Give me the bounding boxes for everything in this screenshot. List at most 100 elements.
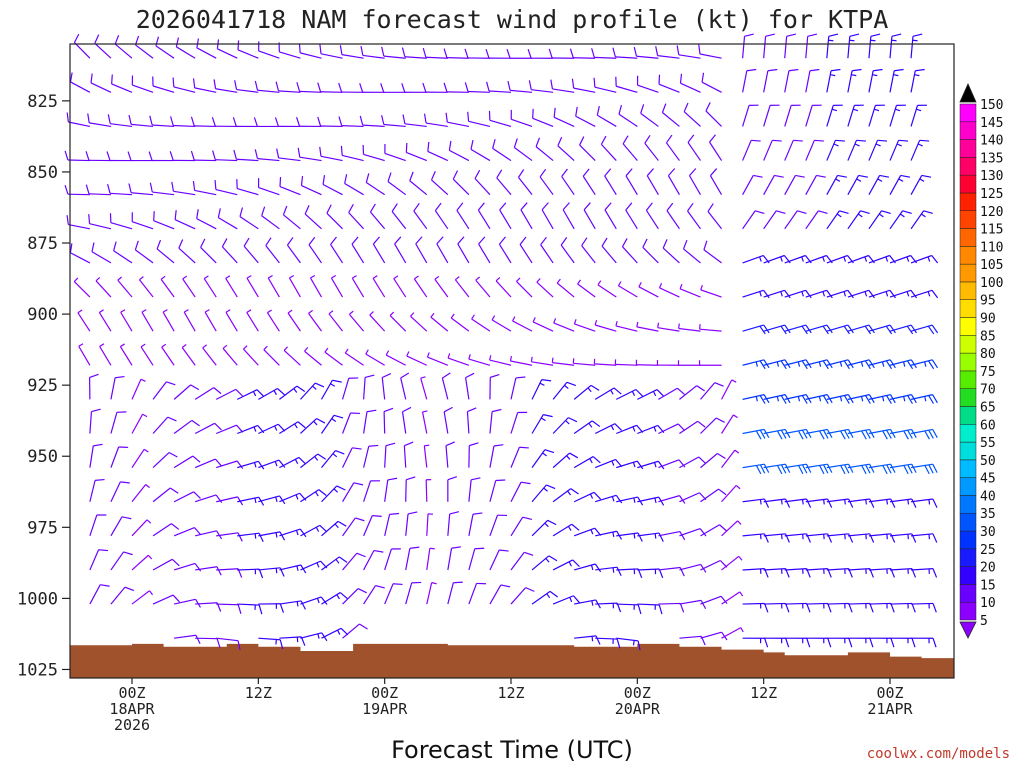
wind-barb-half bbox=[254, 497, 257, 504]
wind-barb-flag bbox=[522, 516, 533, 521]
wind-barb bbox=[110, 192, 133, 196]
wind-barb-half bbox=[243, 345, 248, 350]
wind-barb-half bbox=[658, 283, 663, 289]
wind-barb-half bbox=[906, 291, 910, 297]
wind-barb bbox=[409, 180, 428, 196]
wind-barb-half bbox=[313, 420, 318, 426]
wind-barb-flag bbox=[549, 590, 559, 598]
wind-barb-flag bbox=[298, 43, 301, 53]
wind-barb-flag bbox=[355, 517, 365, 522]
wind-barb bbox=[868, 210, 883, 230]
wind-barb-half bbox=[872, 74, 878, 77]
wind-barb bbox=[889, 140, 900, 161]
wind-barb-flag bbox=[256, 389, 265, 397]
wind-barb-flag bbox=[615, 494, 623, 504]
wind-barb-flag bbox=[257, 460, 265, 470]
wind-barb bbox=[222, 348, 238, 366]
wind-barb-flag bbox=[360, 46, 364, 56]
wind-barb bbox=[763, 210, 777, 230]
wind-barb bbox=[135, 249, 154, 264]
wind-barb bbox=[427, 356, 449, 366]
wind-barb-flag bbox=[499, 549, 509, 552]
wind-barb bbox=[721, 520, 739, 537]
wind-barb-flag bbox=[751, 139, 761, 142]
wind-barb bbox=[381, 377, 386, 400]
wind-barb-flag bbox=[547, 519, 557, 526]
wind-barb-half bbox=[860, 361, 864, 367]
wind-barb bbox=[700, 559, 721, 571]
wind-barb-flag bbox=[406, 476, 416, 481]
wind-barb-flag bbox=[806, 603, 811, 613]
wind-barb-half bbox=[919, 178, 925, 182]
wind-barb bbox=[394, 243, 407, 264]
wind-barb bbox=[868, 175, 881, 195]
wind-barb-half bbox=[143, 448, 149, 453]
wind-barb bbox=[320, 155, 343, 162]
wind-barb-flag bbox=[805, 359, 812, 369]
wind-barb-half bbox=[140, 378, 146, 382]
wind-barb bbox=[594, 86, 617, 93]
wind-barb-flag bbox=[797, 210, 807, 215]
wind-barb-flag bbox=[436, 236, 444, 245]
wind-barb-half bbox=[564, 384, 569, 389]
wind-barb bbox=[868, 36, 872, 59]
wind-barb-flag bbox=[927, 325, 935, 335]
wind-barb bbox=[594, 363, 617, 366]
wind-barb-flag bbox=[93, 443, 103, 447]
wind-barb bbox=[594, 324, 617, 332]
wind-barb-flag bbox=[932, 533, 938, 543]
wind-barb-half bbox=[653, 462, 657, 468]
wind-barb bbox=[826, 36, 830, 59]
y-tick-label: 825 bbox=[27, 92, 58, 112]
wind-barb-flag bbox=[885, 360, 893, 370]
wind-barb-flag bbox=[906, 325, 914, 335]
wind-barb-flag bbox=[612, 47, 616, 58]
wind-barb bbox=[604, 175, 617, 195]
wind-barb bbox=[152, 85, 175, 93]
wind-barb bbox=[868, 533, 891, 537]
wind-barb-flag bbox=[356, 552, 366, 558]
wind-barb bbox=[910, 105, 919, 127]
wind-barb-flag bbox=[919, 139, 930, 142]
wind-barb bbox=[225, 311, 238, 332]
wind-barb-flag bbox=[88, 214, 91, 224]
wind-barb-flag bbox=[128, 183, 132, 193]
wind-barb bbox=[221, 246, 238, 264]
wind-barb-half bbox=[393, 275, 399, 280]
wind-barb-flag bbox=[780, 464, 787, 474]
wind-barb-flag bbox=[87, 113, 90, 123]
wind-barb bbox=[217, 48, 238, 59]
wind-barb bbox=[363, 411, 368, 434]
wind-barb bbox=[215, 424, 237, 435]
wind-barb-flag bbox=[910, 324, 918, 334]
wind-barb-flag bbox=[931, 359, 939, 369]
y-tick-label: 1000 bbox=[17, 589, 58, 609]
wind-barb-flag bbox=[780, 429, 787, 439]
wind-barb bbox=[182, 278, 196, 298]
wind-barb-flag bbox=[906, 360, 914, 370]
wind-barb-flag bbox=[903, 430, 909, 440]
y-tick-label: 1025 bbox=[17, 660, 58, 680]
wind-barb bbox=[491, 319, 512, 332]
wind-barb-flag bbox=[319, 44, 322, 54]
wind-barb-flag bbox=[339, 592, 348, 600]
wind-barb-half bbox=[566, 455, 571, 460]
wind-barb bbox=[615, 363, 638, 366]
wind-barb bbox=[679, 635, 702, 639]
wind-barb-flag bbox=[195, 634, 201, 645]
wind-barb-half bbox=[906, 256, 910, 262]
wind-barb bbox=[430, 316, 449, 332]
wind-barb-flag bbox=[780, 325, 787, 335]
wind-barb-flag bbox=[381, 115, 385, 125]
wind-barb-half bbox=[591, 600, 594, 606]
wind-barb-flag bbox=[759, 464, 766, 474]
wind-barb-half bbox=[222, 344, 228, 349]
wind-barb bbox=[308, 244, 322, 264]
wind-barb bbox=[363, 446, 370, 468]
wind-barb bbox=[489, 90, 512, 93]
wind-barb-flag bbox=[400, 372, 410, 379]
wind-barb-half bbox=[283, 346, 288, 351]
wind-barb-half bbox=[532, 317, 536, 323]
wind-barb bbox=[413, 210, 428, 230]
wind-barb bbox=[110, 377, 116, 400]
